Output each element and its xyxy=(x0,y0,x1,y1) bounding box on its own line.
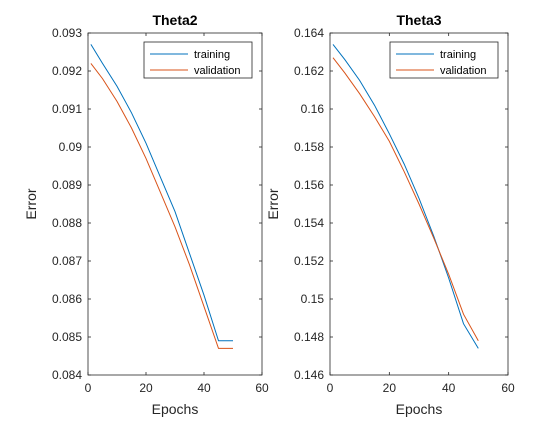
theta2-ytick-label: 0.091 xyxy=(52,102,82,116)
theta2-legend-label-training: training xyxy=(194,49,230,61)
theta2-ytick-label: 0.089 xyxy=(52,178,82,192)
theta2-ytick-label: 0.092 xyxy=(52,64,82,78)
theta3-ytick-label: 0.164 xyxy=(294,26,324,40)
theta2-title: Theta2 xyxy=(152,12,197,28)
theta3-legend-label-validation: validation xyxy=(440,65,486,77)
theta3-ytick-label: 0.156 xyxy=(294,178,324,192)
theta3-xtick-label: 60 xyxy=(501,381,515,395)
theta2-series-validation-line xyxy=(90,63,233,349)
theta2-ylabel: Error xyxy=(23,188,39,219)
panel-theta3: 0 20 40 60 0.146 0.148 0.15 0.152 0.154 0.156 0.15… xyxy=(265,12,515,417)
theta3-series-training-line xyxy=(332,44,479,349)
theta2-xtick-label: 60 xyxy=(255,381,269,395)
theta2-ytick-label: 0.09 xyxy=(59,140,83,154)
theta2-xtick-label: 40 xyxy=(197,381,211,395)
theta3-ytick-label: 0.16 xyxy=(301,102,325,116)
theta2-xtick-label: 0 xyxy=(85,381,92,395)
theta2-ytick-label: 0.088 xyxy=(52,216,82,230)
theta3-ylabel: Error xyxy=(265,188,281,219)
theta3-legend-label-training: training xyxy=(440,49,476,61)
theta2-series-training-line xyxy=(90,44,233,342)
theta3-ytick-label: 0.154 xyxy=(294,216,324,230)
theta3-xtick-label: 0 xyxy=(327,381,334,395)
theta2-axes-box xyxy=(87,32,263,376)
theta3-title: Theta3 xyxy=(396,12,441,28)
theta3-ytick-label: 0.146 xyxy=(294,368,324,382)
theta2-xtick-label: 20 xyxy=(139,381,153,395)
panel-theta2: 0 20 40 60 0.084 0.085 0.086 0.087 0.088 0.089 0.0… xyxy=(23,12,269,417)
theta3-ytick-label: 0.158 xyxy=(294,140,324,154)
theta3-series-validation-line xyxy=(332,57,479,342)
theta3-xtick-label: 20 xyxy=(383,381,397,395)
theta2-ytick-label: 0.086 xyxy=(52,292,82,306)
theta2-ytick-label: 0.093 xyxy=(52,26,82,40)
theta3-xtick-label: 40 xyxy=(442,381,456,395)
theta2-ytick-label: 0.087 xyxy=(52,254,82,268)
theta2-legend-label-validation: validation xyxy=(194,65,240,77)
theta2-ytick-label: 0.084 xyxy=(52,368,82,382)
theta3-ytick-label: 0.148 xyxy=(294,330,324,344)
theta3-ytick-label: 0.152 xyxy=(294,254,324,268)
theta3-legend-box xyxy=(389,41,499,79)
theta3-xlabel: Epochs xyxy=(396,401,443,417)
theta2-ytick-label: 0.085 xyxy=(52,330,82,344)
theta3-ytick-label: 0.15 xyxy=(301,292,325,306)
theta3-ytick-label: 0.162 xyxy=(294,64,324,78)
theta2-xlabel: Epochs xyxy=(152,401,199,417)
theta2-legend-box xyxy=(143,41,253,79)
